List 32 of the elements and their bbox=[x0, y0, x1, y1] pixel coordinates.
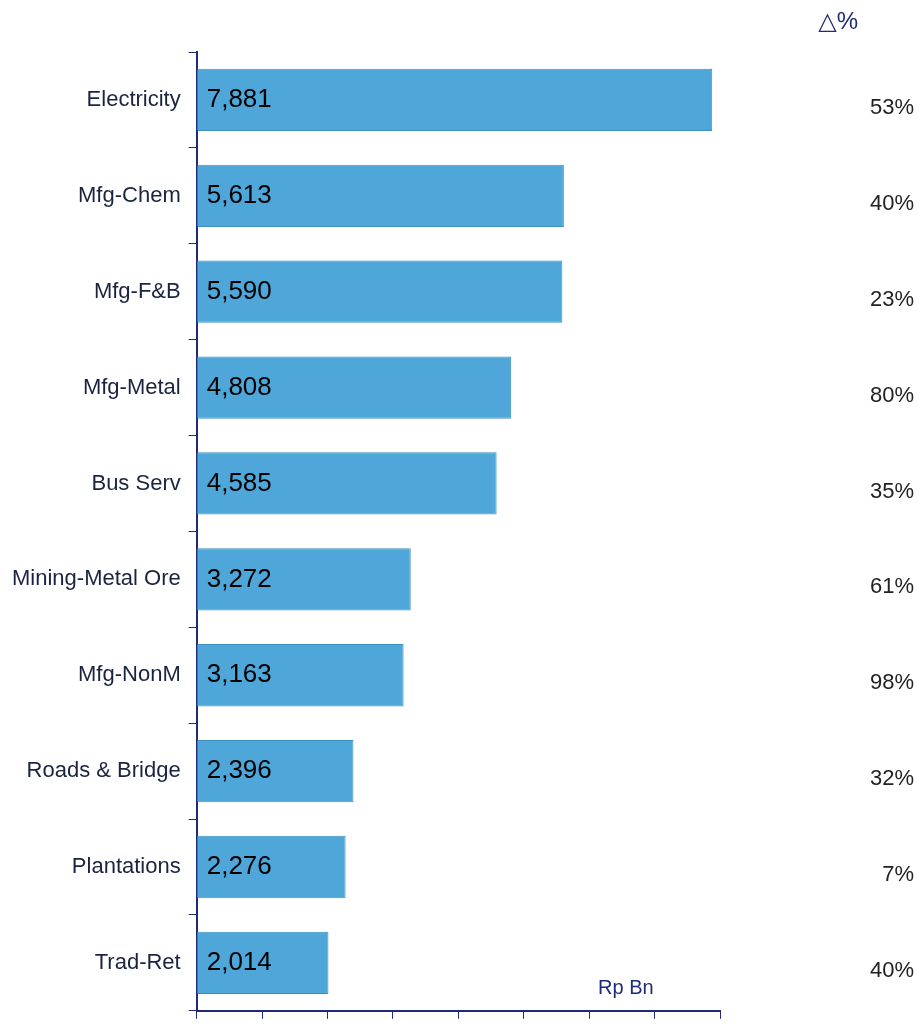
y-tick-label: Bus Serv bbox=[91, 469, 181, 495]
y-tick-label: Roads & Bridge bbox=[26, 757, 181, 783]
data-label: 5,613 bbox=[206, 178, 272, 209]
text: 61% bbox=[869, 573, 914, 599]
text: 23% bbox=[869, 285, 914, 311]
text: △% bbox=[818, 6, 858, 34]
text: 98% bbox=[869, 669, 914, 695]
data-label: 4,808 bbox=[206, 370, 272, 401]
y-tick-label: Trad-Ret bbox=[94, 948, 181, 974]
data-label: 5,590 bbox=[206, 274, 272, 305]
data-label: 2,014 bbox=[206, 946, 272, 977]
y-tick-label: Mfg-Chem bbox=[78, 181, 181, 207]
y-tick-label: Mfg-NonM bbox=[78, 661, 181, 687]
text: 53% bbox=[869, 94, 914, 119]
data-label: 2,276 bbox=[206, 850, 272, 881]
text: 40% bbox=[869, 956, 914, 982]
data-label: 7,881 bbox=[206, 83, 272, 114]
text: 80% bbox=[869, 381, 914, 407]
y-tick-label: Plantations bbox=[71, 853, 181, 879]
data-label: 3,163 bbox=[206, 658, 272, 689]
y-tick-label: Mfg-Metal bbox=[82, 373, 181, 399]
y-tick-label: Electricity bbox=[86, 86, 181, 111]
x-axis-title: Rp Bn bbox=[598, 976, 654, 999]
text: 40% bbox=[869, 189, 914, 215]
text: 7% bbox=[882, 861, 914, 887]
y-tick-label: Mfg-F&B bbox=[93, 277, 181, 303]
data-label: 4,585 bbox=[206, 466, 272, 497]
data-label: 3,272 bbox=[206, 562, 272, 593]
data-label: 2,396 bbox=[206, 754, 272, 785]
y-tick-label: Mining-Metal Ore bbox=[12, 565, 181, 591]
text: 35% bbox=[869, 477, 914, 503]
text: 32% bbox=[869, 765, 914, 791]
